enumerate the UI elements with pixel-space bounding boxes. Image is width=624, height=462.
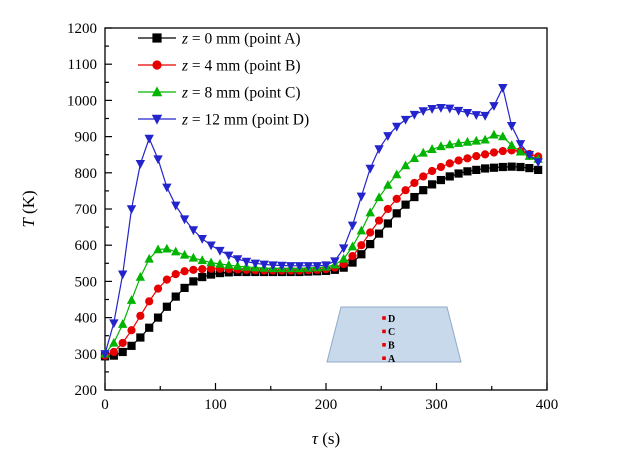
series-3	[100, 84, 543, 359]
y-axis: 200 300 400 500 600 700 800 900 1000 1100 1200 T (K…	[19, 21, 112, 399]
y-tick-label: 700	[75, 202, 98, 218]
y-tick-label: 500	[75, 274, 98, 290]
x-tick-label: 400	[536, 397, 559, 413]
y-tick-label: 1100	[68, 57, 97, 73]
x-tick-label: 300	[425, 397, 448, 413]
y-tick-label: 400	[75, 311, 98, 327]
y-tick-label: 600	[75, 238, 98, 254]
legend: z = 0 mm (point A) z = 4 mm (point B) z = …	[138, 31, 309, 129]
y-tick-label: 200	[75, 383, 98, 399]
measure-point-dot	[382, 343, 386, 347]
x-tick-label: 100	[204, 397, 227, 413]
y-tick-label: 800	[75, 166, 98, 182]
x-axis-title: τ (s)	[312, 429, 340, 448]
y-tick-label: 1200	[67, 21, 97, 37]
y-axis-title: T (K)	[19, 190, 38, 227]
x-tick-label: 0	[101, 397, 109, 413]
workpiece-trapezoid	[326, 306, 462, 363]
legend-label: z = 12 mm (point D)	[181, 112, 309, 129]
legend-label: z = 8 mm (point C)	[181, 85, 301, 102]
x-axis: 0 100 200 300 400 τ (s)	[101, 383, 558, 448]
measure-point-label: A	[388, 354, 396, 365]
measure-point-dot	[382, 356, 386, 360]
measure-point-label: B	[388, 341, 395, 352]
legend-label: z = 4 mm (point B)	[181, 58, 301, 75]
measure-point-label: C	[388, 327, 395, 338]
y-tick-label: 1000	[67, 93, 97, 109]
y-tick-label: 900	[75, 130, 98, 146]
measure-point-label: D	[388, 314, 395, 325]
y-tick-label: 300	[75, 347, 98, 363]
x-tick-label: 200	[315, 397, 338, 413]
legend-label: z = 0 mm (point A)	[181, 31, 301, 48]
measure-point-dot	[382, 316, 386, 320]
measure-point-dot	[382, 329, 386, 334]
